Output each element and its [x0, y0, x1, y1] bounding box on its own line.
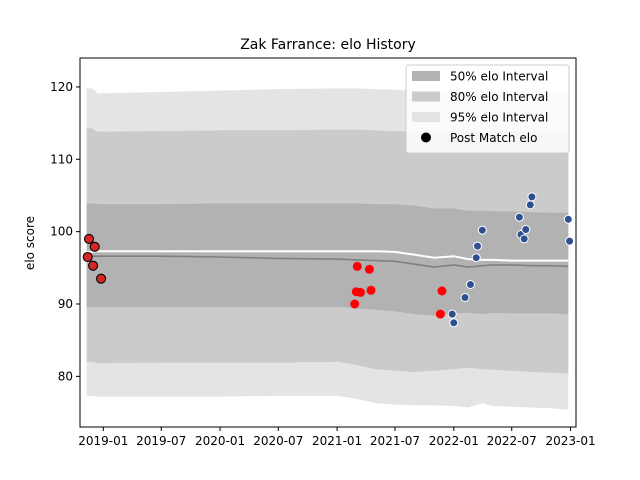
post-match-elo-point [364, 264, 374, 274]
post-match-elo-point [366, 285, 376, 295]
y-tick-label: 90 [58, 297, 73, 311]
post-match-elo-point [519, 234, 529, 244]
post-match-elo-point [82, 251, 93, 263]
mean-elo-line [86, 255, 569, 268]
y-tick-label: 100 [50, 225, 73, 239]
post-match-elo-point [437, 286, 447, 296]
post-match-elo-point [89, 241, 100, 252]
post-match-elo-point [356, 287, 365, 297]
x-tick-label: 2019-07 [136, 434, 186, 448]
legend-label: 80% elo Interval [450, 90, 548, 104]
post-match-elo-point [525, 200, 535, 210]
legend-marker [421, 132, 431, 143]
y-tick-label: 80 [58, 369, 73, 383]
post-match-elo-point [473, 241, 482, 251]
x-tick-label: 2020-01 [195, 434, 245, 448]
chart-title: Zak Farrance: elo History [240, 37, 416, 53]
legend-swatch [412, 71, 440, 81]
post-match-elo-point [447, 309, 457, 319]
legend-label: Post Match elo [450, 131, 537, 145]
post-match-elo-point [477, 225, 487, 235]
median-elo-line [86, 250, 569, 262]
x-tick-label: 2021-07 [370, 434, 420, 448]
x-tick-label: 2019-01 [78, 434, 128, 448]
x-tick-label: 2022-01 [429, 434, 479, 448]
legend-label: 50% elo Interval [450, 70, 548, 84]
post-match-elo-point [466, 280, 475, 289]
y-tick-label: 120 [50, 80, 73, 94]
post-match-elo-point [96, 273, 107, 284]
y-axis-label: elo score [23, 216, 37, 270]
post-match-elo-point [350, 299, 360, 309]
legend-swatch [412, 91, 440, 102]
plot-area: 80 90 100 110 120 2019-01 2019-07 2020-01 2020-0… [50, 57, 596, 448]
post-match-elo-point [449, 318, 459, 328]
post-match-elo-point [521, 225, 531, 234]
post-match-elo-point [88, 260, 99, 271]
legend-label: 95% elo Interval [450, 111, 548, 125]
x-tick-label: 2021-01 [312, 434, 362, 448]
x-tick-label: 2023-01 [545, 434, 595, 448]
plot-frame [79, 57, 577, 428]
legend-box [405, 64, 570, 154]
legend-swatch [412, 112, 440, 122]
x-tick-label: 2020-07 [253, 434, 303, 448]
post-match-elo-point [83, 233, 95, 244]
x-tick-label: 2022-07 [487, 434, 537, 448]
y-tick-label: 110 [50, 152, 73, 166]
post-match-elo-point [565, 236, 575, 246]
post-match-elo-point [460, 293, 470, 302]
post-match-elo-point [527, 192, 537, 202]
post-match-elo-point [471, 253, 481, 263]
post-match-elo-point [563, 214, 573, 224]
post-match-elo-point [514, 212, 524, 222]
post-match-elo-point [352, 261, 362, 271]
post-match-elo-point [435, 309, 445, 319]
